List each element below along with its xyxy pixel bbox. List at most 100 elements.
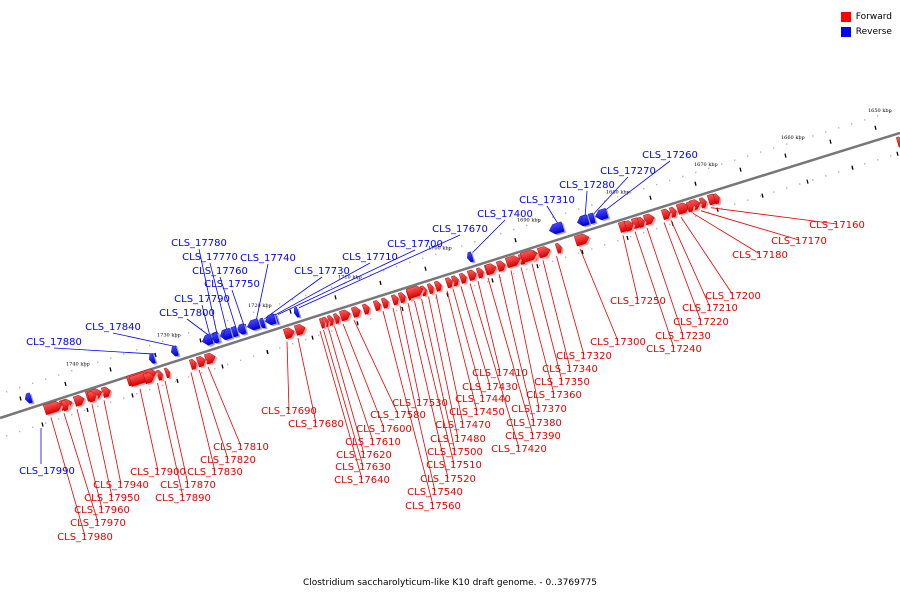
gene-label[interactable]: CLS_17730 <box>294 266 350 277</box>
gene-arrow-CLS_17610[interactable] <box>332 312 343 326</box>
gene-arrow-CLS_17980[interactable] <box>42 399 65 417</box>
gene-label[interactable]: CLS_17470 <box>435 420 491 431</box>
gene-arrow-CLS_17740[interactable] <box>246 318 263 333</box>
gene-label[interactable]: CLS_17440 <box>455 394 511 405</box>
gene-label[interactable]: CLS_17420 <box>491 444 547 455</box>
gene-arrow-rextra-2[interactable] <box>579 214 592 228</box>
gene-label[interactable]: CLS_17450 <box>449 407 505 418</box>
gene-arrow-rextra-3[interactable] <box>895 136 900 149</box>
gene-label[interactable]: CLS_17840 <box>85 322 141 333</box>
gene-arrow-CLS_17400[interactable] <box>466 251 476 264</box>
gene-arrow-CLS_17890[interactable] <box>155 369 166 382</box>
gene-label[interactable]: CLS_17240 <box>646 344 702 355</box>
gene-arrow-CLS_17640[interactable] <box>318 317 328 330</box>
gene-label[interactable]: CLS_17250 <box>610 296 666 307</box>
gene-arrow-CLS_17530[interactable] <box>397 291 409 305</box>
gene-arrow-CLS_17830[interactable] <box>188 358 200 372</box>
gene-arrow-extra-11[interactable] <box>142 371 158 386</box>
gene-arrow-CLS_17690[interactable] <box>282 326 298 341</box>
gene-label[interactable]: CLS_17700 <box>387 239 443 250</box>
gene-label[interactable]: CLS_17770 <box>182 252 238 263</box>
gene-arrow-extra-12[interactable] <box>60 399 72 413</box>
gene-label[interactable]: CLS_17780 <box>171 238 227 249</box>
gene-label[interactable]: CLS_17160 <box>809 220 865 231</box>
gene-label[interactable]: CLS_17260 <box>642 150 698 161</box>
gene-label[interactable]: CLS_17180 <box>732 250 788 261</box>
gene-arrow-CLS_17450[interactable] <box>444 276 456 290</box>
gene-label[interactable]: CLS_17320 <box>556 351 612 362</box>
gene-arrow-CLS_17200[interactable] <box>675 201 692 216</box>
gene-label[interactable]: CLS_17790 <box>174 294 230 305</box>
gene-label[interactable]: CLS_17430 <box>462 382 518 393</box>
gene-arrow-extra-0[interactable] <box>361 303 373 317</box>
gene-arrow-CLS_17750[interactable] <box>236 323 249 337</box>
gene-arrow-extra-1[interactable] <box>372 299 384 313</box>
gene-label[interactable]: CLS_17970 <box>70 518 126 529</box>
gene-arrow-extra-2[interactable] <box>405 284 426 301</box>
gene-arrow-CLS_17990[interactable] <box>24 392 35 406</box>
gene-label[interactable]: CLS_17360 <box>526 390 582 401</box>
gene-arrow-CLS_17310[interactable] <box>548 221 567 237</box>
gene-arrow-CLS_17300[interactable] <box>573 232 592 248</box>
gene-label[interactable]: CLS_17630 <box>335 462 391 473</box>
gene-arrow-CLS_17170[interactable] <box>698 196 710 210</box>
gene-label[interactable]: CLS_17610 <box>345 437 401 448</box>
gene-label[interactable]: CLS_17740 <box>240 253 296 264</box>
gene-arrow-CLS_17840[interactable] <box>170 345 181 359</box>
gene-label[interactable]: CLS_17210 <box>682 303 738 314</box>
gene-label[interactable]: CLS_17200 <box>705 291 761 302</box>
gene-arrow-CLS_17210[interactable] <box>668 206 680 220</box>
gene-arrow-CLS_17940[interactable] <box>100 385 114 399</box>
gene-label[interactable]: CLS_17310 <box>519 195 575 206</box>
gene-label[interactable]: CLS_17580 <box>370 410 426 421</box>
gene-label[interactable]: CLS_17380 <box>506 418 562 429</box>
gene-label[interactable]: CLS_17670 <box>432 224 488 235</box>
gene-label[interactable]: CLS_17620 <box>336 450 392 461</box>
gene-label[interactable]: CLS_17280 <box>559 180 615 191</box>
gene-label[interactable]: CLS_17520 <box>420 474 476 485</box>
gene-arrow-CLS_17600[interactable] <box>338 308 354 323</box>
gene-arrow-CLS_17430[interactable] <box>458 272 470 286</box>
gene-arrow-CLS_17380[interactable] <box>495 259 509 273</box>
gene-label[interactable]: CLS_17960 <box>74 505 130 516</box>
gene-label[interactable]: CLS_17530 <box>392 398 448 409</box>
gene-label[interactable]: CLS_17890 <box>155 493 211 504</box>
gene-arrow-CLS_17320[interactable] <box>554 242 565 255</box>
gene-arrow-CLS_17670[interactable] <box>293 306 302 320</box>
gene-label[interactable]: CLS_17270 <box>600 166 656 177</box>
gene-arrow-CLS_17540[interactable] <box>390 293 402 307</box>
gene-arrow-extra-9[interactable] <box>712 192 723 206</box>
gene-arrow-CLS_17560[interactable] <box>380 297 392 311</box>
gene-label[interactable]: CLS_17880 <box>26 337 82 348</box>
gene-arrow-CLS_17260[interactable] <box>594 207 611 223</box>
gene-label[interactable]: CLS_17640 <box>334 475 390 486</box>
gene-arrow-CLS_17410[interactable] <box>475 266 487 280</box>
gene-label[interactable]: CLS_17980 <box>57 532 113 543</box>
gene-label[interactable]: CLS_17900 <box>130 467 186 478</box>
gene-label[interactable]: CLS_17950 <box>84 493 140 504</box>
gene-arrow-CLS_17370[interactable] <box>504 254 523 270</box>
gene-arrow-CLS_17480[interactable] <box>426 282 437 296</box>
gene-label[interactable]: CLS_17480 <box>430 434 486 445</box>
gene-label[interactable]: CLS_17370 <box>511 404 567 415</box>
gene-label[interactable]: CLS_17870 <box>160 480 216 491</box>
gene-arrow-CLS_17880[interactable] <box>148 352 158 366</box>
gene-arrow-CLS_17960[interactable] <box>72 393 88 408</box>
gene-arrow-CLS_17870[interactable] <box>163 367 173 380</box>
gene-arrow-CLS_17680[interactable] <box>293 322 309 337</box>
gene-label[interactable]: CLS_17800 <box>159 308 215 319</box>
gene-label[interactable]: CLS_17990 <box>19 466 75 477</box>
gene-label[interactable]: CLS_17600 <box>356 424 412 435</box>
gene-label[interactable]: CLS_17220 <box>673 317 729 328</box>
gene-label[interactable]: CLS_17940 <box>93 480 149 491</box>
gene-arrow-extra-3[interactable] <box>484 262 500 277</box>
gene-label[interactable]: CLS_17710 <box>342 252 398 263</box>
gene-arrow-CLS_17620[interactable] <box>326 314 337 327</box>
gene-arrow-extra-5[interactable] <box>536 244 553 260</box>
gene-arrow-rextra-0[interactable] <box>211 332 222 346</box>
gene-label[interactable]: CLS_17750 <box>204 279 260 290</box>
gene-label[interactable]: CLS_17510 <box>426 460 482 471</box>
gene-label[interactable]: CLS_17820 <box>200 455 256 466</box>
gene-label[interactable]: CLS_17350 <box>534 377 590 388</box>
gene-label[interactable]: CLS_17230 <box>655 331 711 342</box>
